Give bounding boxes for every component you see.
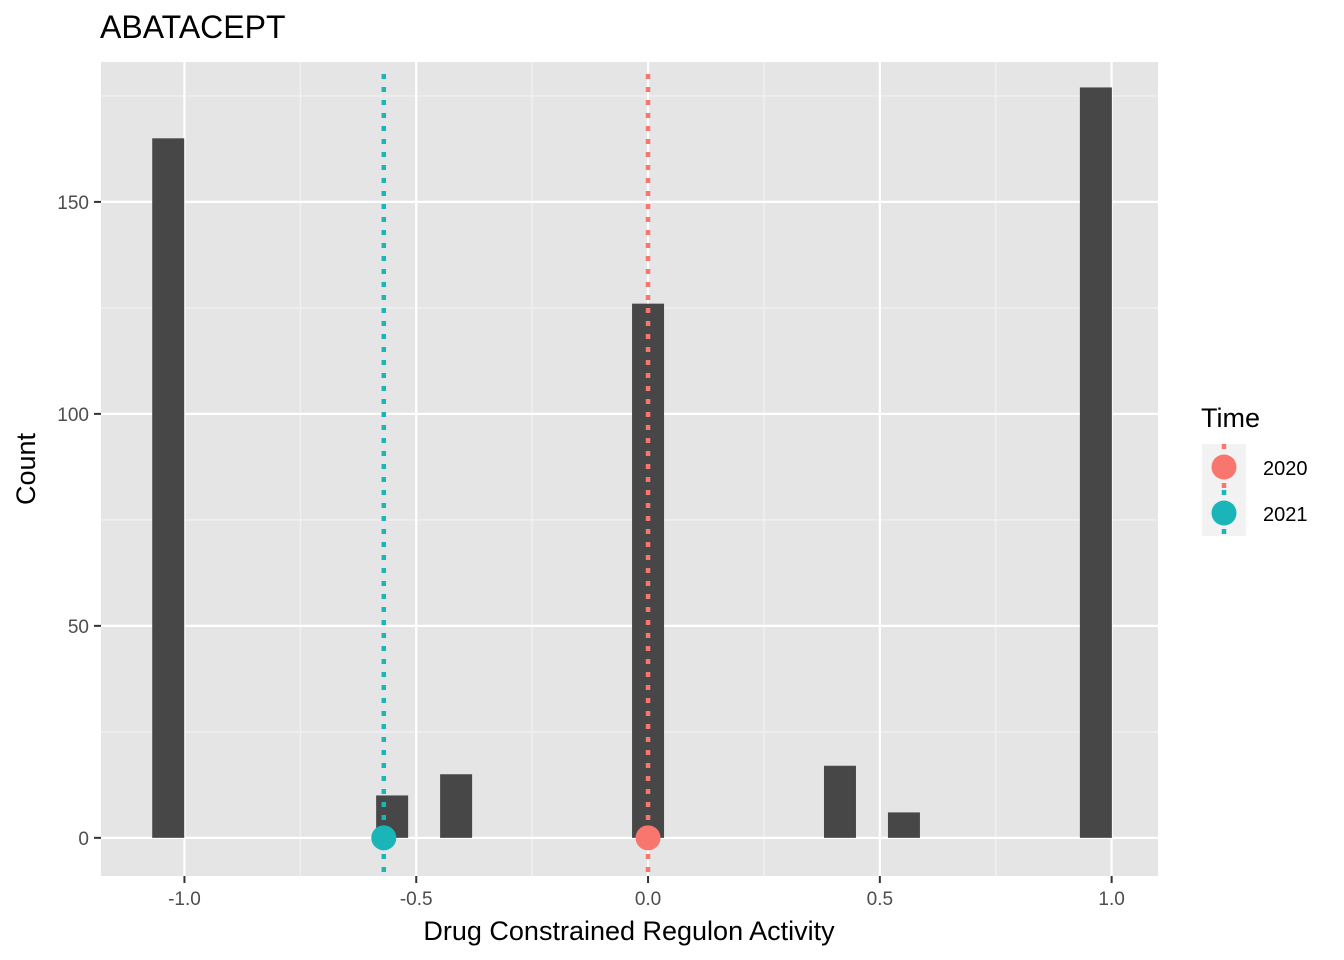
legend-key-point-2021 [1211,500,1237,526]
x-tick-label-0: -1.0 [168,889,201,910]
point-2020 [635,825,661,851]
histogram-bar-2 [440,774,473,838]
histogram-bar-0 [152,138,185,838]
plot-panel [101,62,1158,876]
histogram-bar-6 [1079,87,1112,838]
x-axis: -1.0 -0.5 0.0 0.5 1.0 [168,876,1125,910]
histogram-bars [152,87,1112,838]
legend-label-2020: 2020 [1263,458,1308,480]
y-tick-label-2: 100 [57,405,89,426]
x-tick-label-2: 0.0 [635,889,661,910]
y-tick-label-3: 150 [57,193,89,214]
legend-label-2021: 2021 [1263,504,1308,526]
x-axis-title: Drug Constrained Regulon Activity [423,916,835,946]
y-axis-title: Count [11,432,41,505]
y-axis: 0 50 100 150 [57,193,101,850]
histogram-bar-5 [887,812,920,838]
reference-lines [381,74,651,876]
y-tick-label-0: 0 [78,829,89,850]
x-tick-label-1: -0.5 [400,889,433,910]
chart-title: ABATACEPT [100,9,286,45]
data-points [371,825,661,851]
y-tick-label-1: 50 [68,617,89,638]
legend-title: Time [1201,403,1260,433]
x-tick-label-4: 1.0 [1098,889,1124,910]
legend: Time 2020 2021 [1201,403,1308,536]
histogram-bar-4 [823,765,856,838]
legend-entries: 2020 2021 [1202,444,1308,536]
minor-gridlines [101,62,1158,876]
x-tick-label-3: 0.5 [867,889,893,910]
point-2021 [371,825,397,851]
legend-key-point-2020 [1211,454,1237,480]
